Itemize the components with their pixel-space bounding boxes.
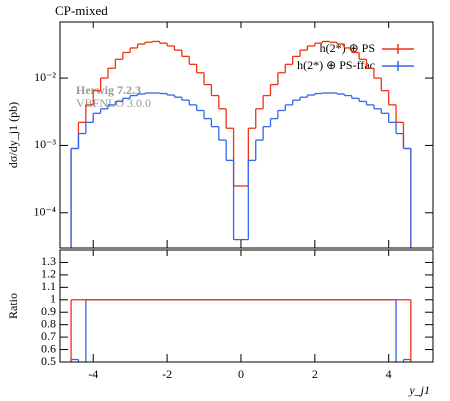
y-axis-label: dσ/dy_j1 (pb) <box>6 102 20 168</box>
y-tick-label: 10⁻³ <box>34 137 56 151</box>
y-axis-label: Ratio <box>6 293 20 319</box>
chart-title: CP-mixed <box>55 3 108 18</box>
y-tick-label: 0.7 <box>41 329 56 343</box>
y-tick-label: 0.9 <box>41 304 56 318</box>
x-tick-label: 4 <box>386 367 392 381</box>
x-axis-label: y_j1 <box>408 383 430 397</box>
x-tick-label: 2 <box>312 367 318 381</box>
annotation: VBFNLO 3.0.0 <box>76 96 151 110</box>
y-tick-label: 1.2 <box>41 267 56 281</box>
plot-area <box>70 40 412 248</box>
plot-frame <box>59 249 434 363</box>
x-tick-label: 0 <box>238 367 244 381</box>
y-tick-label: 1 <box>50 292 56 306</box>
y-tick-label: 0.6 <box>41 341 56 355</box>
plot-frame <box>59 21 434 249</box>
legend-label: h(2*) ⊕ PS-ffac <box>297 58 375 72</box>
annotation: Herwig 7.2.3 <box>76 83 141 97</box>
y-tick-label: 0.8 <box>41 316 56 330</box>
y-tick-label: 10⁻² <box>34 70 56 84</box>
x-tick-label: -4 <box>88 367 98 381</box>
y-tick-label: 0.5 <box>41 354 56 368</box>
y-tick-label: 1.3 <box>41 254 56 268</box>
legend: h(2*) ⊕ PS h(2*) ⊕ PS-ffac <box>297 41 414 72</box>
y-tick-label: 1.1 <box>41 279 56 293</box>
x-tick-label: -2 <box>162 367 172 381</box>
y-tick-label: 10⁻⁴ <box>33 205 56 219</box>
